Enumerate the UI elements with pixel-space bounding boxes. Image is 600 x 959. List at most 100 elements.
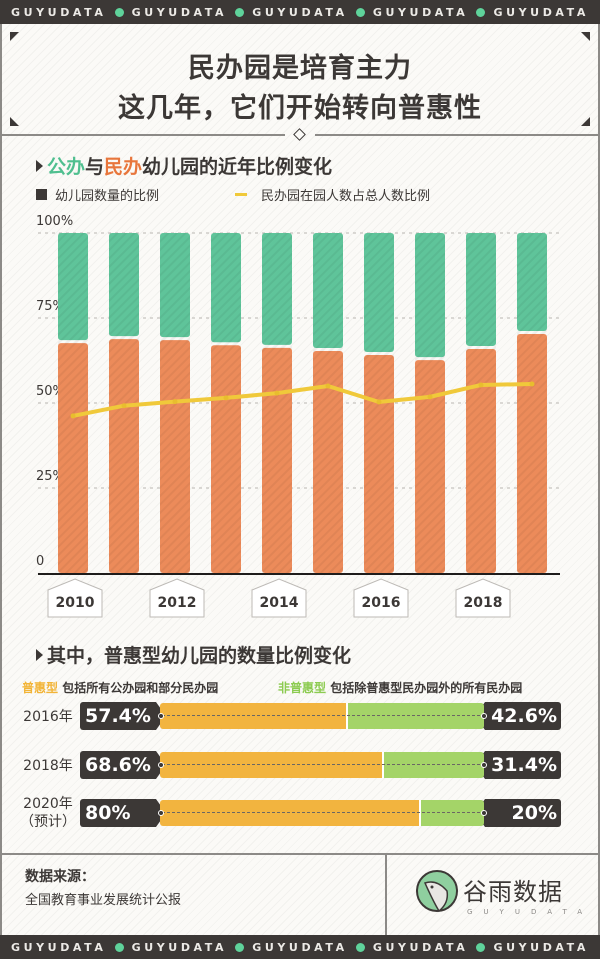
divider xyxy=(315,134,600,136)
bar-texture xyxy=(211,233,241,573)
triangle-bullet-icon xyxy=(36,648,43,661)
triangle-bullet-icon xyxy=(36,159,43,172)
ribbon-word: GUYUDATA xyxy=(131,940,228,954)
line-point xyxy=(529,381,535,387)
line-series xyxy=(71,381,534,418)
puhui-value-tag: 68.6% xyxy=(80,751,166,779)
legend-puhui-key: 普惠型 xyxy=(22,681,59,695)
legend-puhui-desc: 包括所有公办园和部分民办园 xyxy=(62,681,219,695)
corner-mark xyxy=(581,32,590,41)
footer-divider xyxy=(0,853,600,855)
bottom-ribbon: GUYUDATA GUYUDATA GUYUDATA GUYUDATA GUYUDATA xyxy=(0,935,600,959)
source-value: 全国教育事业发展统计公报 xyxy=(25,893,182,908)
bar-texture xyxy=(58,233,88,573)
x-tick-text: 2014 xyxy=(259,595,299,611)
line-point xyxy=(70,413,76,419)
bar-non-puhui xyxy=(382,752,484,778)
tag-shape-icon xyxy=(455,578,511,618)
line-point xyxy=(325,383,331,389)
page-frame xyxy=(0,24,600,935)
bar-puhui xyxy=(160,800,420,826)
line-point xyxy=(427,394,433,400)
dot-icon xyxy=(355,942,365,952)
title-private: 民办 xyxy=(104,156,143,178)
non-puhui-value-tag: 31.4% xyxy=(475,751,561,779)
x-tick-text: 2012 xyxy=(157,595,197,611)
x-tick-text: 2018 xyxy=(463,595,503,611)
corner-mark xyxy=(10,32,19,41)
tag-hole-icon xyxy=(158,810,164,816)
tag-hole-icon xyxy=(158,762,164,768)
ribbon-word: GUYUDATA xyxy=(252,5,348,19)
legend-square-icon xyxy=(36,189,47,200)
dot-icon xyxy=(235,7,245,17)
dashed-guide xyxy=(162,764,480,765)
puhui-value-tag: 80% xyxy=(80,799,166,827)
tag-hole-icon xyxy=(481,762,487,768)
tag-shape-icon xyxy=(251,578,307,618)
source-label: 数据来源： xyxy=(25,869,95,885)
legend-bar-label: 幼儿园数量的比例 xyxy=(55,189,160,204)
section2-title: 其中，普惠型幼儿园的数量比例变化 xyxy=(47,645,352,667)
bar-texture xyxy=(262,233,292,573)
title-public: 公办 xyxy=(47,156,86,178)
dot-icon xyxy=(114,942,124,952)
bar-non-puhui xyxy=(345,703,484,729)
row-year: 2020年 （预计） xyxy=(20,796,76,830)
tag-hole-icon xyxy=(481,810,487,816)
section-title-puhui: 其中，普惠型幼儿园的数量比例变化 xyxy=(36,641,351,668)
page-title-line2: 这几年，它们开始转向普惠性 xyxy=(118,93,482,124)
dot-icon xyxy=(355,7,365,17)
x-tick-text: 2010 xyxy=(55,595,95,611)
title-rest: 幼儿园的近年比例变化 xyxy=(142,156,333,178)
tag-shape-icon xyxy=(47,578,103,618)
x-tick-label: 2014 xyxy=(251,578,307,618)
tag-shape-icon xyxy=(353,578,409,618)
ribbon-word: GUYUDATA xyxy=(252,940,348,954)
bar-texture xyxy=(313,233,343,573)
tag-shape-icon xyxy=(149,578,205,618)
line-point xyxy=(121,403,127,409)
y-tick-label: 50% xyxy=(36,384,65,399)
dot-icon xyxy=(476,7,486,17)
dot-icon xyxy=(114,7,124,17)
legend-non-puhui-key: 非普惠型 xyxy=(278,681,327,695)
stacked-hbar xyxy=(160,800,484,826)
line-point xyxy=(223,395,229,401)
non-puhui-value-tag: 42.6% xyxy=(475,702,561,730)
x-tick-text: 2016 xyxy=(361,595,401,611)
title-and: 与 xyxy=(85,156,105,178)
non-puhui-value-tag: 20% xyxy=(475,799,561,827)
bar-texture xyxy=(415,233,445,573)
line-point xyxy=(274,390,280,396)
y-tick-label: 75% xyxy=(36,299,65,314)
stacked-bar-chart: 0 25% 50% 75% 100% xyxy=(36,214,560,575)
corner-mark xyxy=(581,117,590,126)
y-tick-label: 0 xyxy=(36,554,44,569)
ribbon-word: GUYUDATA xyxy=(131,5,228,19)
legend-non-puhui: 非普惠型 包括除普惠型民办园外的所有民办园 xyxy=(278,679,522,696)
tag-hole-icon xyxy=(481,713,487,719)
page-title-line1: 民办园是培育主力 xyxy=(188,53,412,84)
row-year: 2018年 xyxy=(23,758,73,774)
y-tick-label: 25% xyxy=(36,469,65,484)
ribbon-word: GUYUDATA xyxy=(493,5,590,19)
ribbon-word: GUYUDATA xyxy=(10,5,107,19)
row-year: 2016年 xyxy=(23,709,73,725)
legend-puhui: 普惠型 包括所有公办园和部分民办园 xyxy=(22,679,218,696)
line-point xyxy=(172,399,178,405)
section-title-ratio: 公办 与 民办 幼儿园的近年比例变化 xyxy=(36,152,332,179)
tag-hole-icon xyxy=(158,713,164,719)
puhui-row: 2016年 57.4% 42.6% xyxy=(0,702,600,732)
legend-line-icon xyxy=(235,193,248,196)
bar-non-puhui xyxy=(419,800,484,826)
ribbon-word: GUYUDATA xyxy=(493,940,590,954)
line-point xyxy=(376,399,382,405)
top-ribbon: GUYUDATA GUYUDATA GUYUDATA GUYUDATA GUYUDATA xyxy=(0,0,600,24)
bar-puhui xyxy=(160,703,346,729)
legend-line-label: 民办园在园人数占总人数比例 xyxy=(261,189,431,204)
stacked-hbar xyxy=(160,752,484,778)
footer-vertical-divider xyxy=(385,855,387,935)
divider xyxy=(0,134,285,136)
puhui-row: 2018年 68.6% 31.4% xyxy=(0,751,600,781)
